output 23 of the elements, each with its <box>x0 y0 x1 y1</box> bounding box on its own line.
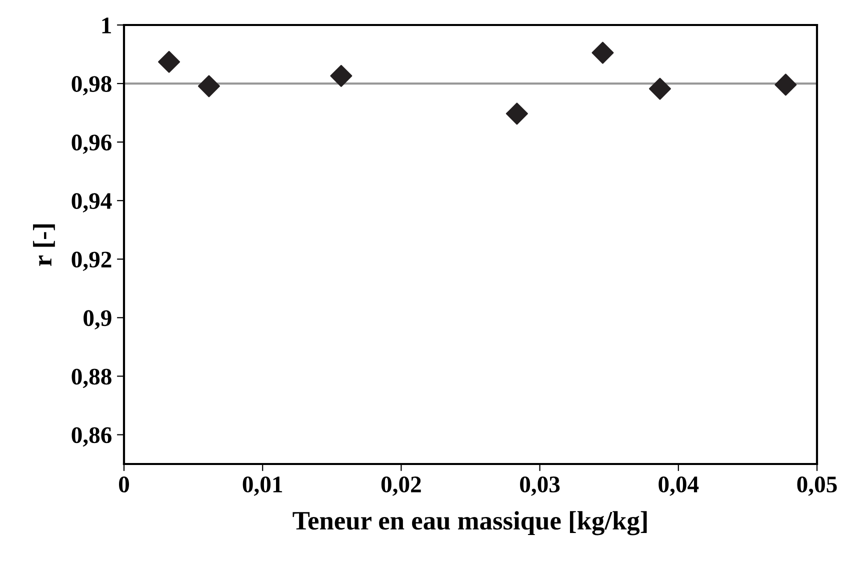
y-tick-label: 0,9 <box>84 310 112 330</box>
y-tick-label: 1 <box>102 18 111 34</box>
y-tick-label: 0,96 <box>72 134 112 154</box>
y-tick-label: 0,98 <box>72 76 112 96</box>
point <box>198 75 220 98</box>
x-axis-title: Teneur en eau massique [kg/kg] <box>292 511 647 536</box>
x-tick-label: 0,01 <box>242 476 282 496</box>
y-axis-title: r [-] <box>33 224 55 266</box>
point <box>592 42 614 64</box>
y-tick-label: 0,86 <box>72 427 112 447</box>
point <box>330 64 352 87</box>
y-tick-label: 0,94 <box>72 193 112 212</box>
x-tick-label: 0,02 <box>381 476 421 496</box>
point <box>506 102 528 125</box>
y-tick-label: 0,88 <box>72 368 112 388</box>
x-tick-label: 0,03 <box>520 476 560 496</box>
point <box>648 78 671 100</box>
x-tick-label: 0,04 <box>658 476 699 496</box>
point <box>158 50 180 73</box>
x-tick-label: 0,05 <box>797 476 837 496</box>
y-tick-label: 0,92 <box>72 252 112 271</box>
x-tick-label: 0 <box>118 476 130 492</box>
point <box>774 74 797 96</box>
